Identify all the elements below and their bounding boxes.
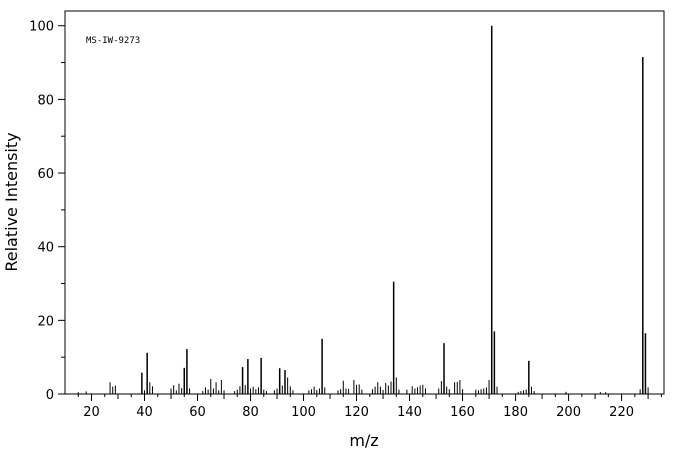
y-tick-label: 40 <box>37 241 54 256</box>
x-tick-label: 40 <box>136 405 153 420</box>
x-tick-label: 140 <box>397 405 422 420</box>
x-axis-title: m/z <box>349 431 378 450</box>
y-tick-label: 0 <box>46 388 54 403</box>
x-tick-label: 220 <box>609 405 634 420</box>
y-tick-label: 100 <box>29 20 54 35</box>
x-tick-label: 60 <box>189 405 206 420</box>
spectrum-id-label: MS-IW-9273 <box>86 36 140 46</box>
x-tick-label: 20 <box>83 405 100 420</box>
y-axis: 0 20 40 60 80 100 <box>29 20 65 403</box>
y-tick-label: 20 <box>37 314 54 329</box>
y-axis-title: Relative Intensity <box>2 132 21 271</box>
x-tick-label: 120 <box>344 405 369 420</box>
peak-bars <box>77 25 649 394</box>
y-tick-label: 60 <box>37 167 54 182</box>
x-tick-label: 80 <box>242 405 259 420</box>
x-tick-label: 200 <box>556 405 581 420</box>
y-tick-label: 80 <box>37 93 54 108</box>
x-tick-label: 160 <box>450 405 475 420</box>
x-axis: 20 40 60 80 100 120 140 160 180 200 220 <box>77 394 662 420</box>
plot-frame <box>64 10 665 395</box>
x-tick-label: 100 <box>291 405 316 420</box>
x-tick-label: 180 <box>503 405 528 420</box>
